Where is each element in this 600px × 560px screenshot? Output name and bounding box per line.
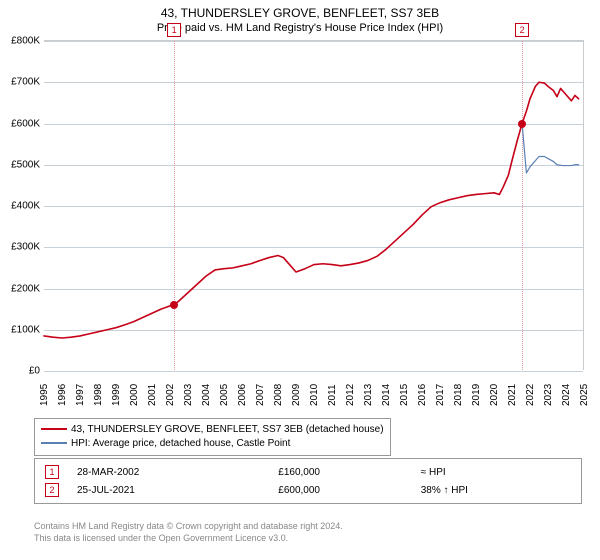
sale-point xyxy=(170,301,178,309)
x-axis-label: 2004 xyxy=(201,384,212,406)
x-axis-label: 2014 xyxy=(381,384,392,406)
y-axis-label: £400K xyxy=(11,201,44,212)
x-axis-label: 1996 xyxy=(57,384,68,406)
x-axis-label: 2016 xyxy=(417,384,428,406)
marker-box: 2 xyxy=(515,23,529,37)
x-axis-label: 2008 xyxy=(273,384,284,406)
transaction-price: £160,000 xyxy=(274,463,416,481)
legend-item: 43, THUNDERSLEY GROVE, BENFLEET, SS7 3EB… xyxy=(41,423,384,437)
x-axis-label: 1995 xyxy=(39,384,50,406)
y-axis-label: £0 xyxy=(29,366,44,377)
x-axis-label: 2018 xyxy=(453,384,464,406)
x-axis-label: 2010 xyxy=(309,384,320,406)
transaction-marker: 1 xyxy=(45,465,59,479)
x-axis-label: 1998 xyxy=(93,384,104,406)
y-axis-label: £800K xyxy=(11,36,44,47)
x-axis-label: 2022 xyxy=(525,384,536,406)
transaction-date: 28-MAR-2002 xyxy=(73,463,274,481)
legend-item: HPI: Average price, detached house, Cast… xyxy=(41,437,384,451)
x-axis-label: 2003 xyxy=(183,384,194,406)
chart-title: 43, THUNDERSLEY GROVE, BENFLEET, SS7 3EB xyxy=(0,0,600,20)
transaction-date: 25-JUL-2021 xyxy=(73,481,274,499)
legend-label: HPI: Average price, detached house, Cast… xyxy=(71,438,290,449)
legend-swatch xyxy=(41,442,67,444)
x-axis-label: 2025 xyxy=(579,384,590,406)
x-axis-label: 2007 xyxy=(255,384,266,406)
sale-point xyxy=(518,120,526,128)
x-axis-label: 2024 xyxy=(561,384,572,406)
x-axis-label: 2011 xyxy=(327,384,338,406)
credit-text: Contains HM Land Registry data © Crown c… xyxy=(34,520,582,544)
legend: 43, THUNDERSLEY GROVE, BENFLEET, SS7 3EB… xyxy=(34,418,391,456)
legend-label: 43, THUNDERSLEY GROVE, BENFLEET, SS7 3EB… xyxy=(71,424,384,435)
series-line xyxy=(44,41,584,371)
y-axis-label: £700K xyxy=(11,77,44,88)
x-axis-label: 2015 xyxy=(399,384,410,406)
x-axis-label: 1999 xyxy=(111,384,122,406)
x-axis-label: 2009 xyxy=(291,384,302,406)
x-axis-label: 2000 xyxy=(129,384,140,406)
x-axis-label: 2013 xyxy=(363,384,374,406)
y-axis-label: £300K xyxy=(11,242,44,253)
x-axis-label: 2005 xyxy=(219,384,230,406)
y-axis-label: £600K xyxy=(11,118,44,129)
transactions-table: 1 28-MAR-2002£160,000≈ HPI 2 25-JUL-2021£60… xyxy=(34,458,582,504)
x-axis-label: 2001 xyxy=(147,384,158,406)
x-axis-label: 2006 xyxy=(237,384,248,406)
x-axis-label: 2023 xyxy=(543,384,554,406)
y-axis-label: £100K xyxy=(11,324,44,335)
gridline-y xyxy=(44,371,583,372)
y-axis-label: £200K xyxy=(11,283,44,294)
marker-box: 1 xyxy=(167,23,181,37)
transaction-delta: ≈ HPI xyxy=(417,463,575,481)
transaction-price: £600,000 xyxy=(274,481,416,499)
legend-swatch xyxy=(41,428,67,430)
x-axis-label: 2019 xyxy=(471,384,482,406)
x-axis-label: 2017 xyxy=(435,384,446,406)
chart-subtitle: Price paid vs. HM Land Registry's House … xyxy=(0,20,600,38)
transaction-row: 1 28-MAR-2002£160,000≈ HPI xyxy=(41,463,575,481)
transaction-delta: 38% ↑ HPI xyxy=(417,481,575,499)
x-axis-label: 2002 xyxy=(165,384,176,406)
plot-area: £0£100K£200K£300K£400K£500K£600K£700K£80… xyxy=(44,40,584,370)
x-axis-label: 2020 xyxy=(489,384,500,406)
transaction-marker: 2 xyxy=(45,483,59,497)
x-axis-label: 1997 xyxy=(75,384,86,406)
x-axis-label: 2021 xyxy=(507,384,518,406)
x-axis-label: 2012 xyxy=(345,384,356,406)
transaction-row: 2 25-JUL-2021£600,00038% ↑ HPI xyxy=(41,481,575,499)
y-axis-label: £500K xyxy=(11,159,44,170)
